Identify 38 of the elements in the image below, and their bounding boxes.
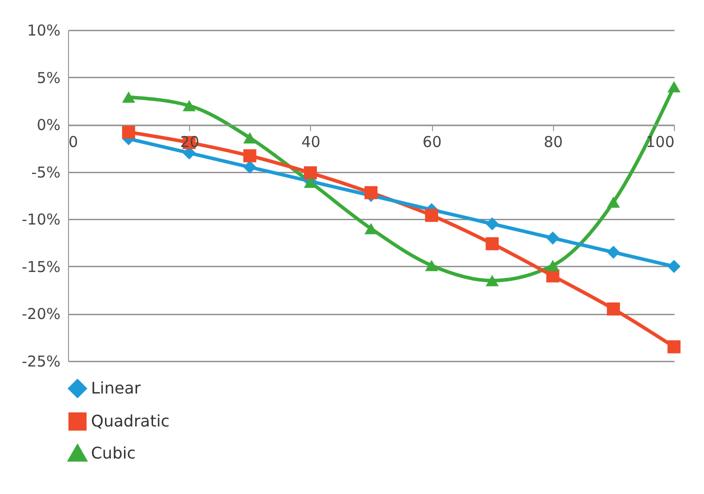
y-tick-label: -15% bbox=[22, 258, 60, 276]
point bbox=[243, 160, 256, 174]
y-tick-label: -20% bbox=[22, 305, 60, 324]
point bbox=[304, 166, 317, 180]
point bbox=[606, 302, 620, 316]
point bbox=[364, 222, 378, 234]
point bbox=[667, 260, 681, 273]
point bbox=[606, 246, 620, 259]
point bbox=[122, 92, 136, 103]
y-tick-label: 5% bbox=[36, 68, 60, 87]
point bbox=[425, 208, 438, 222]
point bbox=[486, 217, 499, 230]
x-tick-label: 40 bbox=[301, 133, 320, 152]
y-tick-label: 10% bbox=[27, 22, 60, 40]
x-tick-label: 60 bbox=[422, 133, 442, 152]
point bbox=[667, 340, 681, 354]
y-tick-label: -10% bbox=[22, 210, 60, 229]
x-tick-label: 0 bbox=[68, 133, 78, 152]
point bbox=[546, 232, 560, 245]
point bbox=[364, 186, 378, 200]
y-tick-label: 0% bbox=[36, 116, 60, 134]
x-tick-label: 100 bbox=[646, 133, 674, 152]
legend-label: Quadratic bbox=[91, 412, 170, 430]
point bbox=[122, 126, 136, 139]
y-tick-label: -5% bbox=[31, 163, 60, 182]
point bbox=[667, 81, 681, 92]
point bbox=[606, 196, 620, 208]
point bbox=[425, 260, 438, 272]
point bbox=[546, 260, 560, 272]
point bbox=[486, 237, 499, 250]
x-tick-label: 80 bbox=[544, 133, 563, 152]
point bbox=[486, 274, 499, 286]
y-tick-label: -25% bbox=[22, 352, 60, 370]
legend-label: Linear bbox=[91, 378, 142, 398]
point bbox=[243, 132, 256, 144]
point bbox=[182, 100, 196, 112]
legend-label: Cubic bbox=[91, 444, 136, 462]
point bbox=[243, 149, 256, 162]
